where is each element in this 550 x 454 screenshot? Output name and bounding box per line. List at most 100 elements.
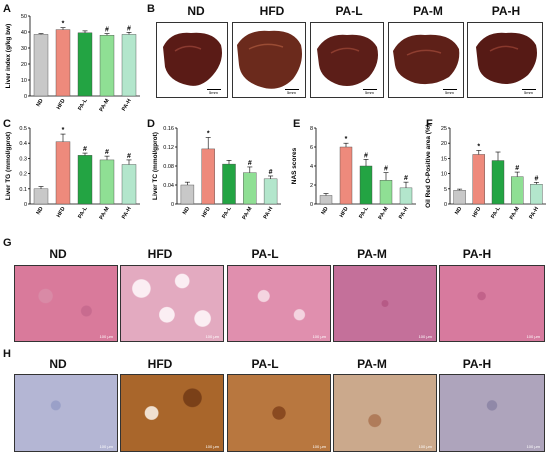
b-label-hfd: HFD bbox=[259, 4, 285, 18]
x-tick-label: PA-L bbox=[77, 205, 89, 219]
liver-photo-nd: 5mm bbox=[156, 22, 228, 98]
y-tick-label: 0 bbox=[444, 202, 447, 208]
y-tick-label: 8 bbox=[310, 126, 313, 132]
y-tick-label: 40 bbox=[21, 30, 27, 36]
y-tick-label: 0.16 bbox=[163, 126, 174, 132]
y-tick-label: 0.12 bbox=[163, 145, 174, 151]
y-tick-label: 6 bbox=[310, 145, 313, 151]
x-tick-label: PA-L bbox=[221, 205, 233, 219]
y-tick-label: 15 bbox=[441, 156, 447, 162]
ihc-image-pa-m: 100 μm bbox=[333, 374, 437, 452]
ihc-image-nd: 100 μm bbox=[14, 374, 118, 452]
bar bbox=[399, 187, 413, 205]
he-image-pa-l: 100 μm bbox=[227, 265, 331, 342]
x-tick-label: HFD bbox=[339, 206, 350, 219]
y-axis-label: Liver index (g/kg bw) bbox=[5, 24, 12, 89]
bar bbox=[33, 34, 49, 97]
y-axis-label: Liver TC (mmol/gprot) bbox=[152, 132, 159, 200]
g-label-hfd: HFD bbox=[147, 247, 173, 261]
x-tick-label: PA-M bbox=[378, 206, 390, 221]
liver-photo-pa-m: 5mm bbox=[388, 22, 464, 98]
g-label-pa-h: PA-H bbox=[462, 247, 492, 261]
bar bbox=[55, 29, 71, 97]
bar bbox=[243, 172, 257, 205]
significance-marker: * bbox=[207, 131, 210, 138]
b-label-pa-m: PA-M bbox=[413, 4, 443, 18]
x-tick-label: PA-H bbox=[263, 206, 275, 220]
y-tick-label: 0.1 bbox=[19, 187, 27, 193]
liver-shape-pa-m bbox=[393, 34, 460, 90]
ihc-image-hfd: 100 μm bbox=[120, 374, 224, 452]
significance-marker: # bbox=[404, 175, 408, 182]
he-image-pa-m: 100 μm bbox=[333, 265, 437, 342]
scale-bar-hfd: 5mm bbox=[287, 90, 296, 95]
x-tick-label: PA-H bbox=[121, 98, 133, 112]
significance-marker: # bbox=[515, 165, 519, 172]
significance-marker: * bbox=[345, 136, 348, 143]
significance-marker: * bbox=[62, 127, 65, 134]
he-scale-nd: 100 μm bbox=[99, 334, 113, 339]
y-tick-label: 30 bbox=[21, 46, 27, 52]
y-tick-label: 0.2 bbox=[19, 172, 27, 178]
y-axis-label: NAS scores bbox=[291, 147, 298, 184]
chart-f: 0 5 10 15 20 25 Oil Red O-Positive area (%) ND *… bbox=[425, 124, 546, 221]
significance-marker: # bbox=[384, 166, 388, 173]
ihc-scale-pa-h: 100 μm bbox=[526, 444, 540, 449]
scale-bar-nd: 5mm bbox=[209, 90, 218, 95]
ihc-scale-nd: 100 μm bbox=[99, 444, 113, 449]
panel-letter-g: G bbox=[3, 237, 12, 249]
bar bbox=[222, 163, 236, 205]
bar bbox=[359, 165, 373, 205]
y-tick-label: 2 bbox=[310, 183, 313, 189]
y-tick-label: 0 bbox=[171, 202, 174, 208]
he-scale-pa-h: 100 μm bbox=[526, 334, 540, 339]
significance-marker: # bbox=[248, 160, 252, 167]
bar bbox=[263, 178, 278, 205]
x-tick-label: PA-M bbox=[509, 206, 521, 221]
y-tick-label: 10 bbox=[21, 78, 27, 84]
x-tick-label: ND bbox=[36, 206, 45, 216]
x-tick-label: ND bbox=[36, 98, 45, 108]
he-image-pa-h: 100 μm bbox=[439, 265, 545, 342]
significance-marker: # bbox=[83, 146, 87, 153]
bar bbox=[472, 154, 485, 205]
bar bbox=[319, 195, 333, 205]
bar bbox=[530, 184, 543, 205]
y-axis-label: Liver TG (mmol/gprot) bbox=[5, 132, 12, 200]
x-tick-label: ND bbox=[182, 206, 191, 216]
x-tick-label: ND bbox=[454, 206, 463, 216]
significance-marker: # bbox=[105, 149, 109, 156]
b-label-nd: ND bbox=[187, 4, 205, 18]
panel-letter-a: A bbox=[3, 3, 11, 15]
chart-e: 0 2 4 6 8 NAS scores ND * HFD # PA-L # PA-M # PA-H bbox=[291, 126, 416, 221]
x-tick-label: PA-H bbox=[528, 206, 540, 220]
g-label-pa-m: PA-M bbox=[357, 247, 387, 261]
h-label-pa-m: PA-M bbox=[357, 357, 387, 371]
bar bbox=[121, 164, 137, 205]
he-scale-pa-l: 100 μm bbox=[312, 334, 326, 339]
y-tick-label: 4 bbox=[310, 164, 313, 170]
liver-shape-nd bbox=[163, 32, 222, 90]
y-tick-label: 50 bbox=[21, 14, 27, 20]
chart-c: 0 0.1 0.2 0.3 0.4 0.5 Liver TG (mmol/gprot) ND *… bbox=[5, 126, 140, 221]
y-tick-label: 0 bbox=[310, 202, 313, 208]
scale-bar-pa-h: 5mm bbox=[524, 90, 533, 95]
significance-marker: # bbox=[364, 152, 368, 159]
bar bbox=[99, 35, 115, 97]
he-scale-pa-m: 100 μm bbox=[418, 334, 432, 339]
bar bbox=[77, 155, 93, 205]
bar bbox=[55, 141, 71, 205]
chart-d: 0 0.04 0.08 0.12 0.16 Liver TC (mmol/gprot) ND… bbox=[152, 126, 281, 221]
h-label-hfd: HFD bbox=[147, 357, 173, 371]
panel-letter-c: C bbox=[3, 118, 11, 130]
bar bbox=[180, 184, 195, 205]
bar bbox=[121, 34, 137, 97]
x-tick-label: PA-L bbox=[77, 97, 89, 111]
x-tick-label: PA-L bbox=[358, 205, 370, 219]
significance-marker: # bbox=[127, 25, 131, 32]
y-tick-label: 0.3 bbox=[19, 156, 27, 162]
y-tick-label: 20 bbox=[21, 62, 27, 68]
x-tick-label: HFD bbox=[472, 206, 483, 219]
chart-a: 0 10 20 30 40 50 Liver index (g/kg bw) ND * HFD PA… bbox=[5, 14, 140, 113]
ihc-scale-pa-l: 100 μm bbox=[312, 444, 326, 449]
